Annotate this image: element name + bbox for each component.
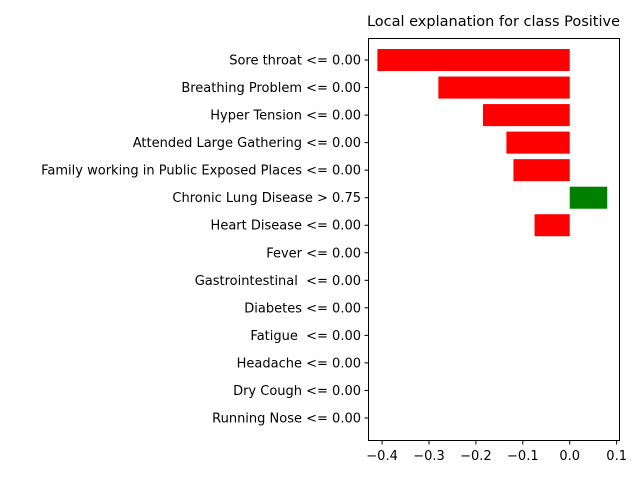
x-tick-label: −0.4 — [366, 449, 398, 464]
y-tick-label: Headache <= 0.00 — [237, 356, 361, 371]
bar — [569, 186, 608, 209]
x-tick-label: −0.3 — [413, 449, 445, 464]
chart-title: Local explanation for class Positive — [367, 14, 620, 30]
x-tick-label: −0.2 — [460, 449, 492, 464]
y-tick-label: Chronic Lung Disease > 0.75 — [172, 191, 361, 206]
y-tick-label: Hyper Tension <= 0.00 — [210, 109, 361, 124]
y-tick-label: Running Nose <= 0.00 — [212, 411, 361, 426]
bar — [534, 214, 570, 237]
y-tick-label: Gastrointestinal <= 0.00 — [195, 274, 361, 289]
y-tick-label: Diabetes <= 0.00 — [244, 301, 361, 316]
y-tick-label: Sore throat <= 0.00 — [229, 54, 361, 69]
y-tick-label: Dry Cough <= 0.00 — [233, 384, 361, 399]
bar — [513, 159, 570, 182]
y-tick-label: Family working in Public Exposed Places … — [41, 164, 361, 179]
x-axis-ticks: −0.4 −0.3 −0.2 −0.1 0.0 0.1 — [366, 440, 627, 464]
bar — [438, 76, 570, 99]
x-tick-label: 0.1 — [606, 449, 627, 464]
y-tick-label: Fever <= 0.00 — [266, 246, 361, 261]
bar — [377, 49, 570, 72]
y-tick-label: Breathing Problem <= 0.00 — [181, 81, 361, 96]
x-tick-label: −0.1 — [507, 449, 539, 464]
y-axis-ticks: Sore throat <= 0.00 Breathing Problem <= … — [41, 54, 369, 426]
bars-group — [377, 49, 608, 237]
bar — [482, 104, 570, 127]
y-tick-label: Attended Large Gathering <= 0.00 — [133, 136, 361, 151]
x-tick-label: 0.0 — [559, 449, 580, 464]
bar — [506, 131, 570, 154]
y-tick-label: Fatigue <= 0.00 — [250, 329, 361, 344]
y-tick-label: Heart Disease <= 0.00 — [211, 219, 361, 234]
plot-frame — [368, 38, 620, 441]
